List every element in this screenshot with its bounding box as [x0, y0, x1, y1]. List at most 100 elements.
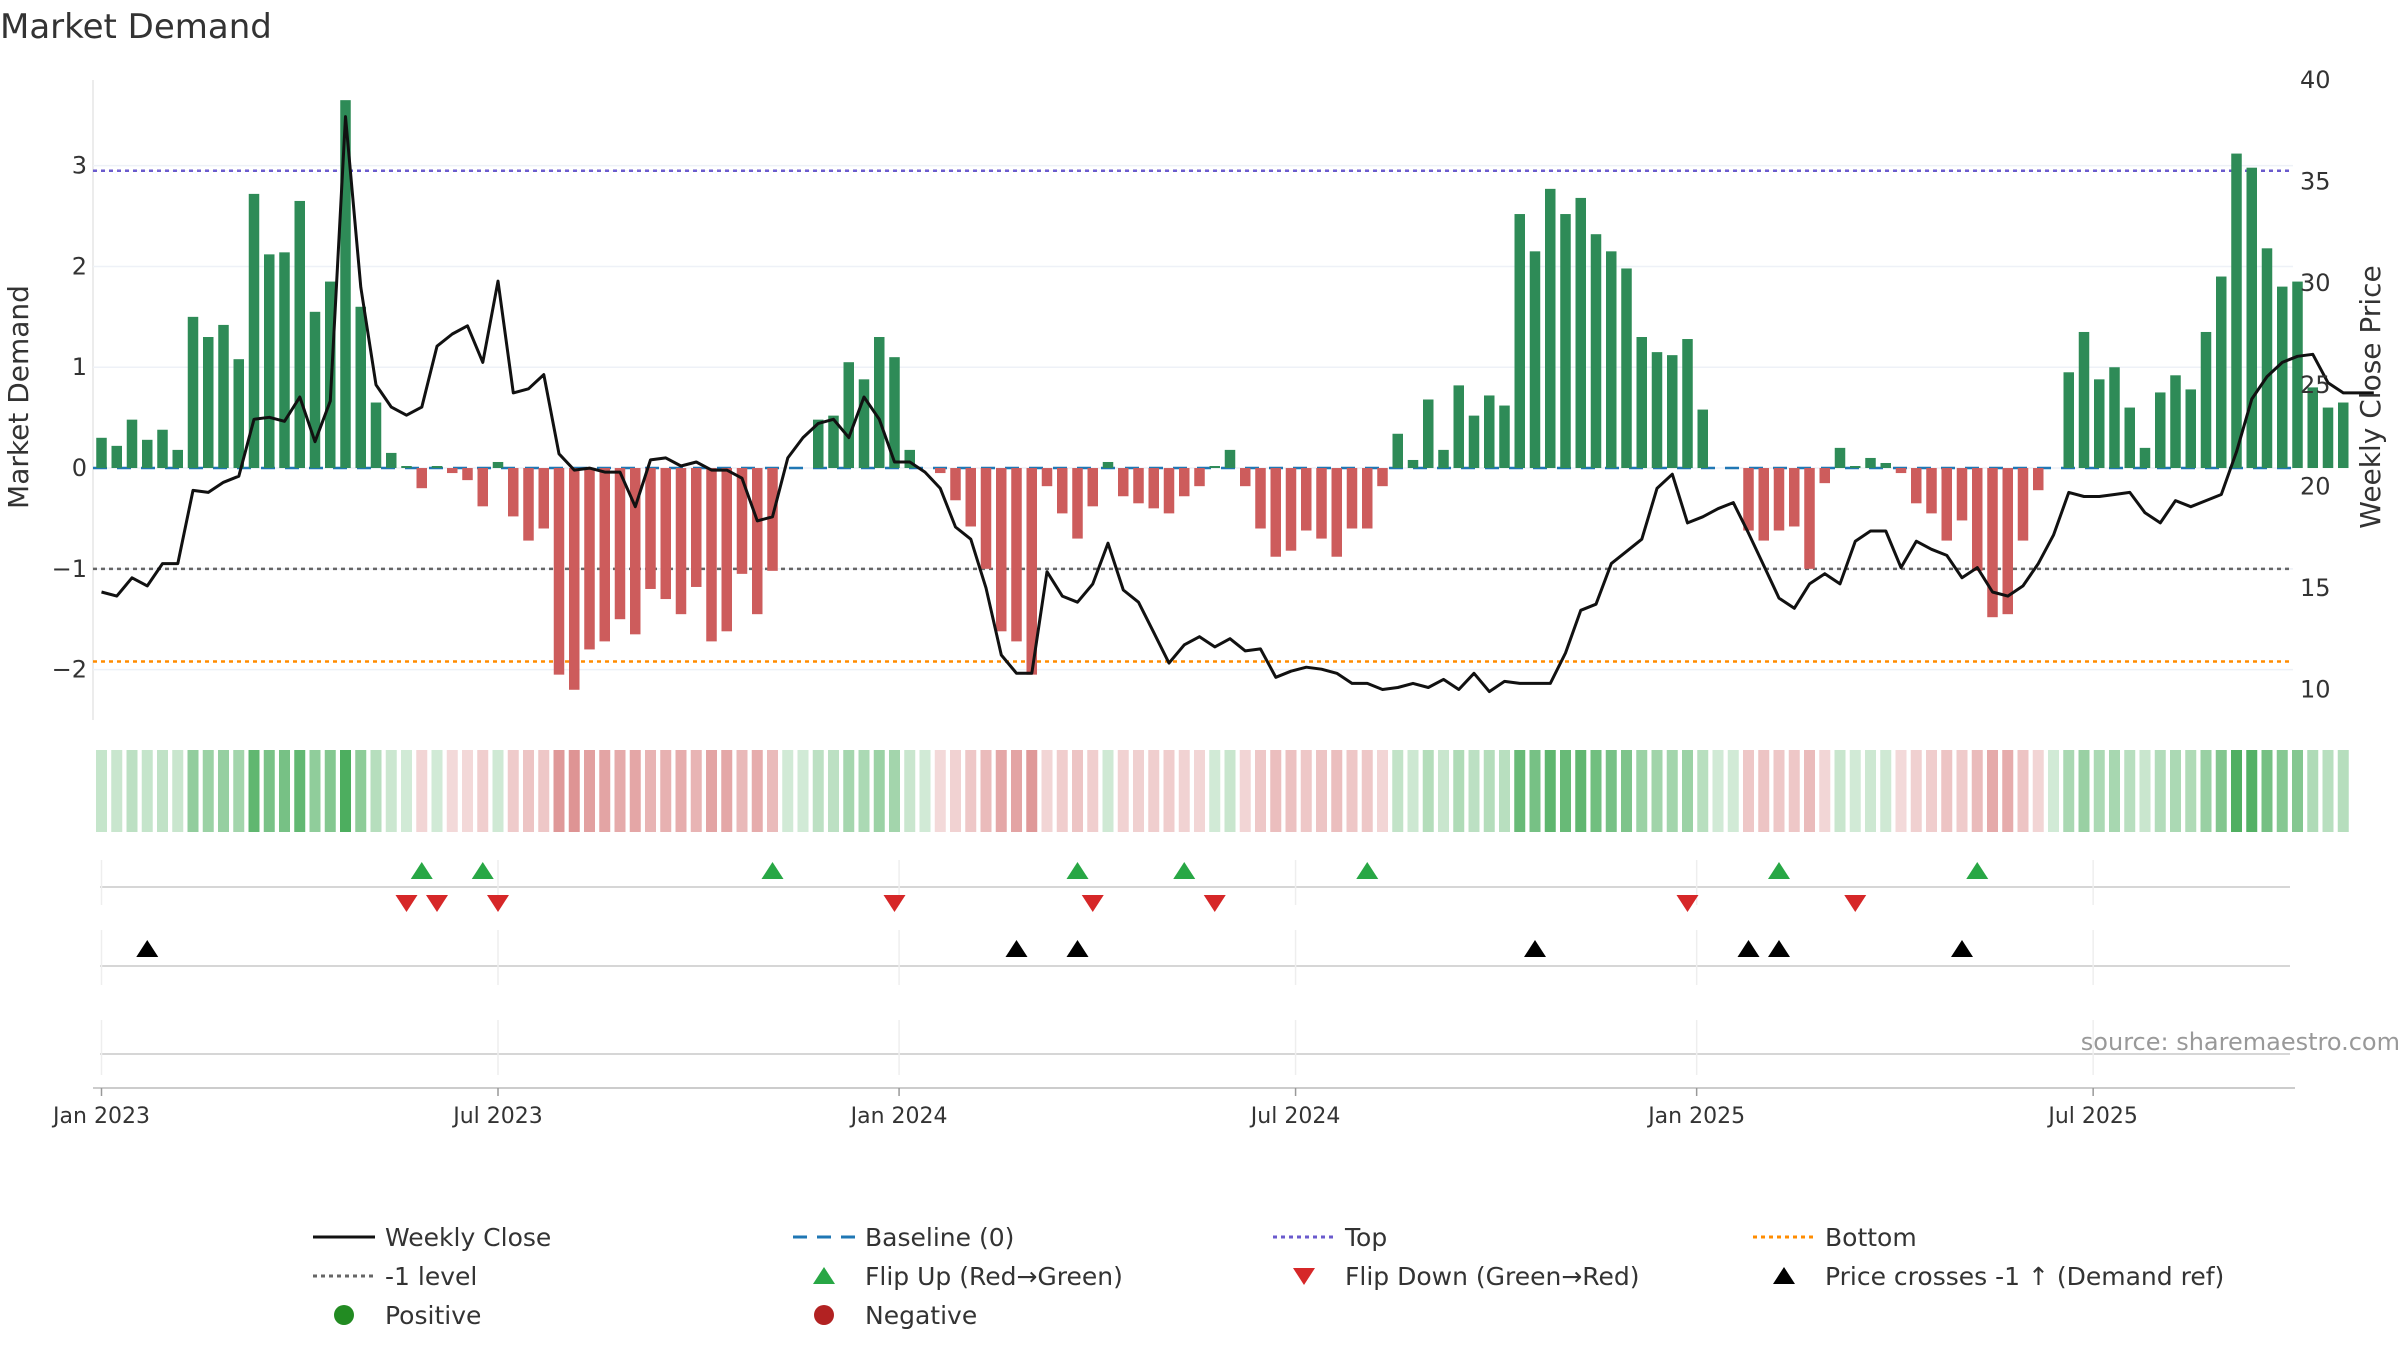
demand-bar [96, 437, 107, 469]
heat-cell [1163, 750, 1175, 832]
heat-cell [1407, 750, 1419, 832]
legend-swatch-triangle-up [813, 1267, 835, 1284]
demand-bar [538, 468, 549, 529]
demand-bar [2109, 367, 2120, 469]
flip-up-marker [471, 862, 494, 879]
heat-cell [568, 750, 580, 832]
heat-cell [2093, 750, 2105, 832]
heat-cell [248, 750, 260, 832]
demand-bar [1011, 468, 1022, 642]
heat-cell [1087, 750, 1099, 832]
flip-down-marker [1844, 895, 1867, 912]
heat-cell [523, 750, 534, 832]
heat-cell [1041, 750, 1053, 832]
demand-bar [1118, 468, 1129, 497]
y-tick-label: 1 [72, 353, 87, 381]
x-tick-label: Jan 2025 [1646, 1104, 1745, 1129]
demand-bar [828, 415, 839, 469]
y-tick-label: 0 [72, 454, 87, 482]
demand-bar [1850, 466, 1861, 469]
demand-bar [126, 419, 138, 469]
heat-cell [431, 750, 443, 832]
demand-bar [1865, 457, 1876, 469]
heat-cell [355, 750, 367, 832]
heat-cell [1666, 750, 1678, 832]
heat-cell [812, 750, 824, 832]
heat-cell [797, 750, 809, 832]
demand-bar [279, 252, 290, 469]
heat-cell [980, 750, 992, 832]
heat-cell [1422, 750, 1434, 832]
demand-bar [1102, 461, 1114, 469]
demand-bar [2078, 331, 2090, 469]
demand-bar [1972, 468, 1983, 571]
legend-label: Baseline (0) [865, 1223, 1014, 1252]
demand-bar [569, 468, 580, 690]
demand-bar [1148, 468, 1159, 509]
demand-bar [447, 468, 458, 474]
flip-down-marker [487, 895, 509, 912]
heat-cell [2307, 750, 2319, 832]
demand-bar [309, 311, 321, 469]
heat-cell [2170, 750, 2181, 832]
demand-bar [1072, 468, 1083, 539]
heat-cell [1575, 750, 1587, 832]
heat-cell [1316, 750, 1327, 832]
demand-bar [1453, 385, 1464, 469]
weekly-close-line [101, 115, 2374, 694]
demand-bar [1743, 468, 1754, 531]
demand-bar [1621, 268, 1632, 469]
demand-bar [660, 468, 671, 600]
heat-cell [446, 750, 458, 832]
flip-down-marker [1081, 895, 1104, 912]
cross-marker [1005, 940, 1028, 957]
y2-tick-label: 35 [2300, 168, 2331, 196]
demand-bar [1377, 468, 1388, 487]
heat-cell [1590, 750, 1602, 832]
y2-tick-label: 20 [2300, 472, 2331, 500]
heat-cell [1758, 750, 1770, 832]
heat-cell [2231, 750, 2242, 832]
heat-cell [1788, 750, 1800, 832]
heat-cell [324, 750, 336, 832]
demand-bar [553, 468, 565, 675]
legend-label: Positive [385, 1301, 481, 1330]
demand-bar [1911, 468, 1922, 504]
legend-label: Flip Up (Red→Green) [865, 1262, 1123, 1291]
demand-bar [1773, 468, 1785, 531]
demand-bar [721, 468, 732, 632]
heat-cell [995, 750, 1007, 832]
demand-bar [1682, 339, 1693, 469]
heat-cell [2002, 750, 2014, 832]
demand-bar [2322, 407, 2334, 469]
heat-cell [1133, 750, 1144, 832]
heat-cell [1773, 750, 1785, 832]
demand-bar [1499, 405, 1510, 469]
heat-cell [1468, 750, 1480, 832]
demand-bar [1087, 468, 1098, 507]
demand-bar [1789, 468, 1800, 527]
flip-up-marker [1173, 862, 1196, 879]
y-axis-left: −2 −1 0 1 2 3 [52, 152, 87, 684]
demand-bar [142, 439, 153, 469]
flip-up-marker [761, 862, 784, 879]
demand-bar [2002, 468, 2013, 615]
demand-bar [965, 468, 976, 527]
demand-bar [2261, 248, 2273, 469]
y-axis-label: Market Demand [2, 285, 35, 509]
heat-cell [2292, 750, 2303, 832]
demand-bar [157, 429, 168, 469]
heat-cell [1941, 750, 1953, 832]
heat-cell [1483, 750, 1495, 832]
heat-cell [614, 750, 626, 832]
x-tick-label: Jan 2023 [51, 1104, 150, 1129]
x-axis: Jan 2023 Jul 2023 Jan 2024 Jul 2024 Jan 2025… [51, 1087, 2295, 1129]
y2-tick-label: 40 [2300, 66, 2331, 94]
demand-bar [691, 468, 702, 587]
demand-bar [1880, 462, 1891, 469]
demand-bar [1423, 399, 1434, 469]
demand-bar [1941, 468, 1952, 541]
heat-cell [1056, 750, 1068, 832]
heat-cell [1514, 750, 1526, 832]
legend-label: Bottom [1825, 1223, 1917, 1252]
